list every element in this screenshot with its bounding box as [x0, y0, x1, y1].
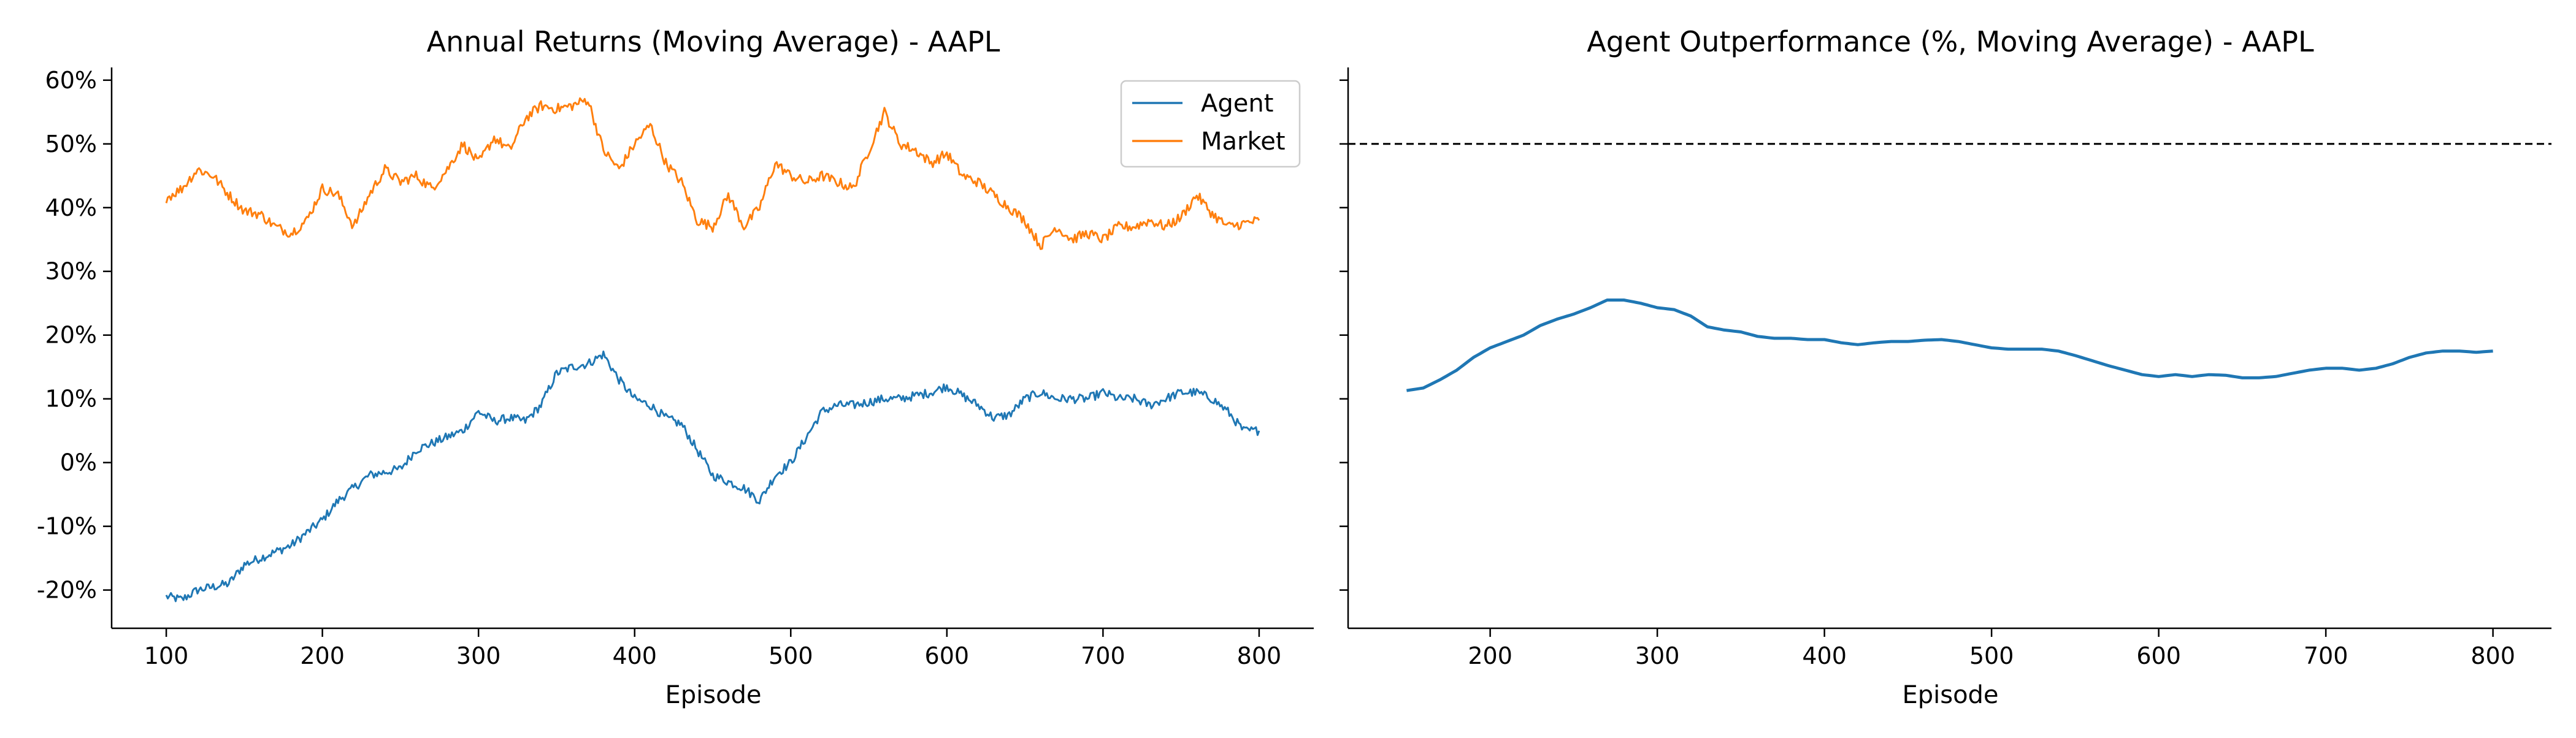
y-tick-label: -10% — [37, 513, 97, 540]
x-tick-label: 100 — [144, 642, 189, 669]
x-tick-label: 700 — [1081, 642, 1125, 669]
x-tick-label: 500 — [769, 642, 813, 669]
legend-agent-label: Agent — [1201, 89, 1273, 118]
y-tick-label: 30% — [45, 258, 97, 285]
x-axis-label: Episode — [665, 681, 761, 709]
y-tick-label: 60% — [45, 67, 97, 94]
x-axis-label: Episode — [1902, 681, 1998, 709]
y-tick-label: 40% — [45, 194, 97, 221]
y-tick-label: 20% — [45, 322, 97, 349]
y-tick-label: 10% — [45, 386, 97, 413]
agent-outperformance-chart: Agent Outperformance (%, Moving Average)… — [1340, 25, 2551, 709]
legend: Agent Market — [1120, 80, 1301, 168]
chart-title: Annual Returns (Moving Average) - AAPL — [427, 25, 1000, 58]
series-line-market — [165, 97, 1260, 250]
x-tick-label: 200 — [1468, 642, 1512, 669]
series-line-outperformance — [1406, 299, 2493, 392]
x-tick-label: 200 — [300, 642, 345, 669]
x-tick-label: 300 — [456, 642, 501, 669]
x-tick-label: 600 — [925, 642, 970, 669]
x-tick-label: 400 — [1802, 642, 1847, 669]
legend-market-label: Market — [1201, 127, 1286, 156]
x-tick-label: 800 — [2471, 642, 2515, 669]
x-tick-label: 500 — [1969, 642, 2014, 669]
chart-title: Agent Outperformance (%, Moving Average)… — [1587, 25, 2314, 58]
y-tick-label: -20% — [37, 577, 97, 604]
x-tick-label: 800 — [1237, 642, 1282, 669]
x-tick-label: 600 — [2136, 642, 2181, 669]
y-tick-label: 50% — [45, 131, 97, 158]
x-tick-label: 300 — [1635, 642, 1680, 669]
x-tick-label: 700 — [2304, 642, 2348, 669]
x-tick-label: 400 — [612, 642, 657, 669]
series-line-agent — [165, 350, 1260, 603]
y-tick-label: 0% — [60, 449, 97, 476]
annual-returns-chart: Annual Returns (Moving Average) - AAPL E… — [37, 25, 1314, 709]
